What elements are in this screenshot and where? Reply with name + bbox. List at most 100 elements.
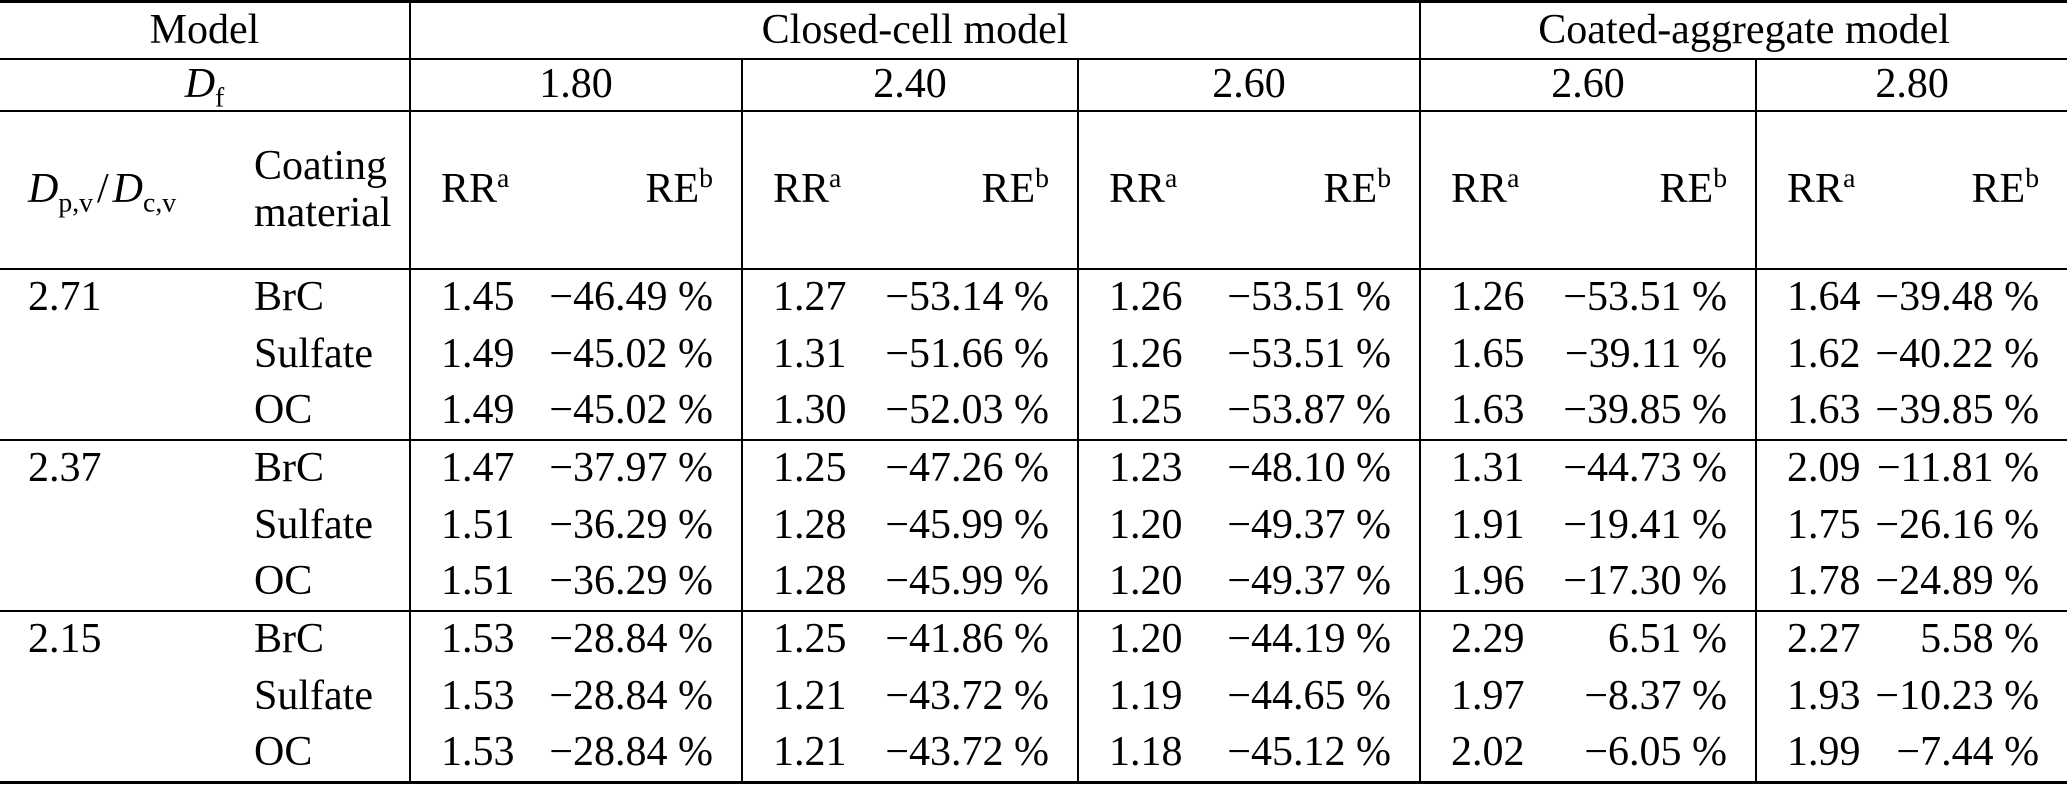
re-value: −49.37 % [1227,501,1392,548]
rr-value: 1.20 [1077,610,1198,668]
rr-value: 1.30 [741,383,862,440]
rr-value: 1.23 [1077,439,1198,497]
re-value: −53.87 % [1227,387,1392,434]
rr-label: RR [441,166,498,213]
re-value: −17.30 % [1563,558,1728,605]
re-value: −48.10 % [1198,439,1421,497]
re-value: −6.05 % [1540,725,1757,784]
fractal-dimension-header-row: Df 1.80 2.40 2.60 2.60 2.80 [0,59,2067,112]
table-row: 2.15 BrC 1.53 −28.84 % 1.25 −41.86 % 1.20 −44.1… [0,610,2067,668]
table-row: Sulfate 1.49 −45.02 % 1.31 −51.66 % 1.26 −53.5… [0,326,2067,383]
table-row: OC 1.53 −28.84 % 1.21 −43.72 % 1.18 −45.12 % 2.… [0,725,2067,784]
re-value: −10.23 % [1875,672,2040,719]
re-value: −41.86 % [862,610,1078,668]
re-value: −28.84 % [549,672,713,719]
coating-material-value: OC [224,725,410,784]
coating-material-header-cell: Coating material [224,111,410,270]
rr-column-header: RRa [1077,111,1198,270]
re-column-header: REb [1540,111,1757,270]
rr-superscript-a: a [1507,162,1520,194]
re-value: −47.26 % [862,439,1078,497]
rr-value: 1.26 [1077,269,1198,326]
rr-superscript-a: a [497,162,510,194]
column-header-row: Dp,v/Dc,v Coating material RRa REb RRa REb RR… [0,111,2067,270]
rr-value: 1.63 [1755,383,1872,440]
rr-value: 1.45 [409,269,530,326]
re-value: −39.11 % [1564,330,1728,377]
re-superscript-b: b [2025,162,2040,194]
re-value: −28.84 % [530,610,742,668]
rr-value: 1.20 [1077,554,1198,611]
re-value: 6.51 % [1540,610,1757,668]
re-value: −53.14 % [885,274,1049,321]
re-label: RE [981,166,1036,213]
rr-value: 1.96 [1419,554,1541,611]
re-label: RE [1971,166,2026,213]
re-value: −45.99 % [885,501,1049,548]
fractal-dimension-symbol: D [184,61,216,108]
re-column-header: REb [530,111,742,270]
rr-value: 1.31 [741,326,862,383]
rr-label: RR [1451,166,1508,213]
rr-value: 1.21 [741,668,862,725]
re-value: 5.58 % [1871,610,2067,668]
rr-value: 1.28 [741,554,862,611]
df-value-cell: 1.80 [409,59,742,112]
df-value-cell: 2.40 [741,59,1078,112]
re-value: −46.49 % [549,274,713,321]
diameter-ratio-value [0,668,224,725]
rr-value: 1.49 [409,383,530,440]
re-superscript-b: b [1035,162,1049,194]
rr-value: 1.51 [409,554,530,611]
rr-value: 1.99 [1755,725,1872,784]
coating-material-value: Sulfate [254,501,373,548]
coating-material-value: BrC [224,610,410,668]
re-value: −19.41 % [1563,501,1728,548]
diameter-ratio-value: 2.15 [0,610,224,668]
rr-value: 1.51 [409,497,530,554]
rr-value: 2.02 [1419,725,1541,784]
rr-value: 1.47 [409,439,530,497]
model-header-row: Model Closed-cell model Coated-aggregate… [0,0,2067,60]
df-value-cell: 2.60 [1076,59,1421,112]
re-value: −11.81 % [1871,439,2067,497]
rr-superscript-a: a [1165,162,1178,194]
re-value: −7.44 % [1871,725,2067,784]
re-column-header: REb [862,111,1078,270]
rr-value: 1.26 [1419,269,1541,326]
re-value: −45.02 % [549,387,713,434]
re-value: −44.73 % [1540,439,1757,497]
re-superscript-b: b [699,162,713,194]
rr-value: 2.27 [1755,610,1872,668]
coating-material-value: Sulfate [254,672,373,719]
table-row: Sulfate 1.53 −28.84 % 1.21 −43.72 % 1.19 −44.6… [0,668,2067,725]
rr-value: 1.49 [409,326,530,383]
diameter-ratio-value [0,725,224,784]
re-value: −45.02 % [549,330,713,377]
diameter-ratio-slash: / [97,166,109,213]
rr-value: 1.97 [1419,668,1541,725]
rr-value: 1.62 [1755,326,1872,383]
coating-material-header-line2: material [254,190,392,236]
table-row: OC 1.51 −36.29 % 1.28 −45.99 % 1.20 −49.37 % 1.… [0,554,2067,611]
rr-value: 1.78 [1755,554,1872,611]
rr-value: 1.27 [741,269,862,326]
rr-value: 1.18 [1077,725,1198,784]
coating-material-value: BrC [254,274,325,321]
re-value: −43.72 % [885,672,1049,719]
diameter-ratio-value: 2.37 [0,439,224,497]
diameter-ratio-subscript-1: p,v [58,186,93,218]
rr-value: 1.28 [741,497,862,554]
table-body: 2.71 BrC 1.45 −46.49 % 1.27 −53.14 % 1.26 −53.5… [0,269,2067,784]
rr-value: 1.75 [1755,497,1872,554]
rr-superscript-a: a [829,162,842,194]
re-value: −8.37 % [1584,672,1728,719]
rr-value: 1.25 [1077,383,1198,440]
re-value: −37.97 % [530,439,742,497]
re-superscript-b: b [1713,162,1728,194]
re-value: −45.12 % [1198,725,1421,784]
table-row: Sulfate 1.51 −36.29 % 1.28 −45.99 % 1.20 −49.3… [0,497,2067,554]
re-value: −53.51 % [1227,330,1392,377]
rr-column-header: RRa [1755,111,1872,270]
